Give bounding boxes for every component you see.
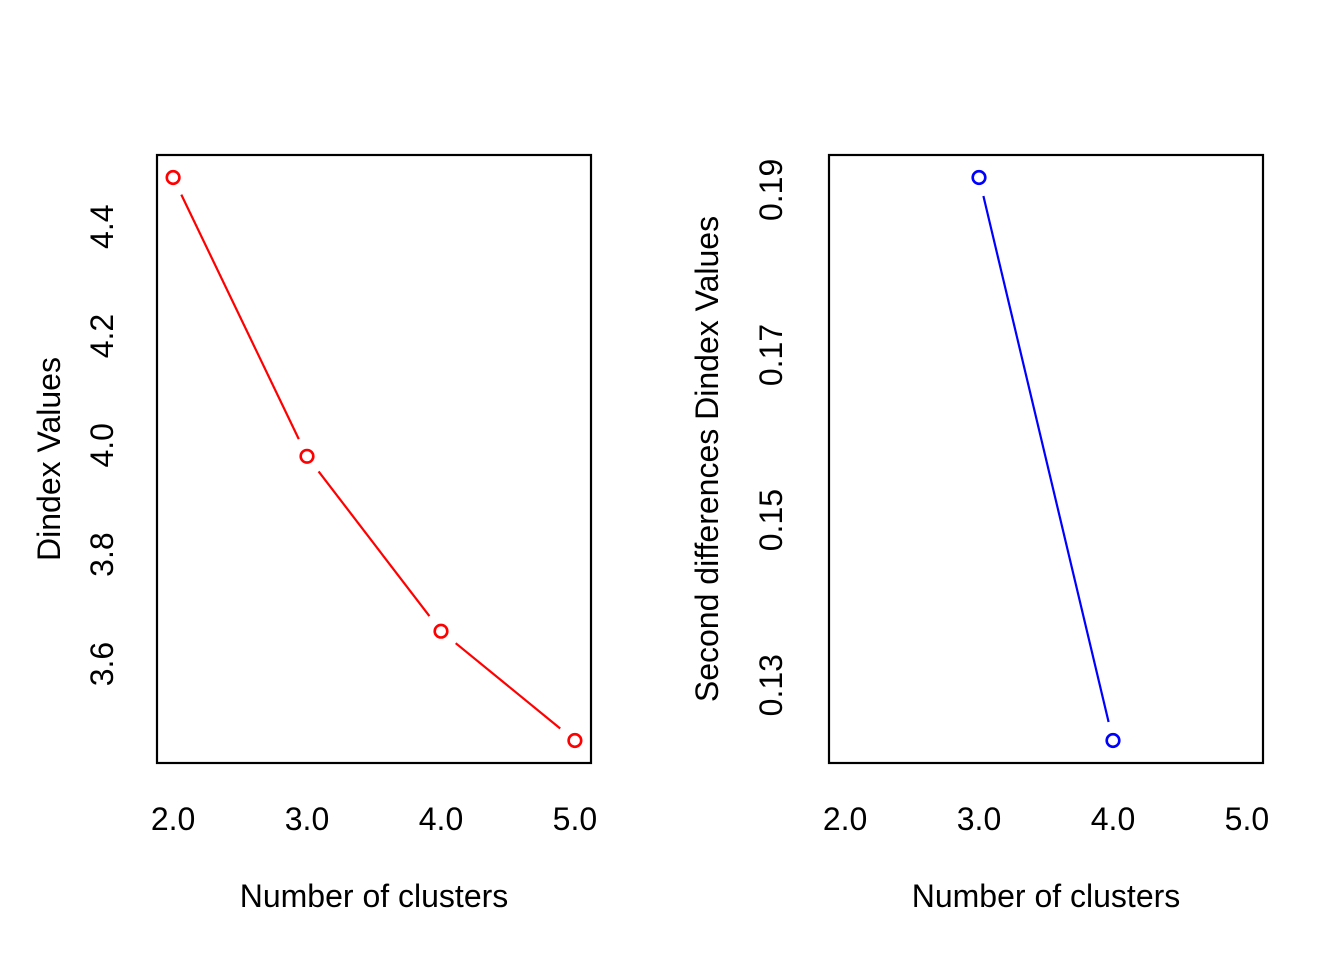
data-series [165,169,583,749]
x-tick-label: 4.0 [419,801,463,837]
plot-frame [155,153,593,765]
data-series [971,169,1121,749]
x-tick-label: 5.0 [1225,801,1269,837]
y-axis-title: Second differences Dindex Values [689,216,725,702]
y-axis-title: Dindex Values [31,357,67,561]
x-axis-tick-labels: 2.0 3.0 4.0 5.0 [151,801,597,837]
x-tick-label: 5.0 [553,801,597,837]
plot-frame [827,153,1265,765]
y-tick-label: 0.17 [753,324,789,386]
data-point [433,623,449,639]
y-axis-tick-labels: 0.13 0.15 0.17 0.19 [753,159,789,717]
y-tick-label: 0.13 [753,654,789,716]
data-point [165,169,181,186]
series-line-segment [317,470,431,617]
series-line-segment [180,194,300,440]
x-tick-label: 2.0 [151,801,195,837]
y-tick-label: 0.19 [753,159,789,221]
x-tick-label: 3.0 [285,801,329,837]
data-point [971,169,987,186]
data-point [299,448,315,464]
data-point [1105,732,1121,749]
y-tick-label: 4.2 [84,314,120,358]
series-line-segment [982,195,1110,723]
dindex-plot: 2.0 3.0 4.0 5.0 3.6 3.8 4.0 4.2 4.4 Number of c… [31,153,597,914]
x-axis-title: Number of clusters [912,878,1181,914]
y-tick-label: 4.0 [84,423,120,467]
y-tick-label: 3.8 [84,532,120,576]
x-axis-title: Number of clusters [240,878,509,914]
y-tick-label: 4.4 [84,204,120,248]
x-axis-tick-labels: 2.0 3.0 4.0 5.0 [823,801,1269,837]
y-tick-label: 0.15 [753,489,789,551]
x-tick-label: 2.0 [823,801,867,837]
data-point [567,732,583,749]
series-line-segment [455,642,561,730]
x-tick-label: 3.0 [957,801,1001,837]
y-tick-label: 3.6 [84,642,120,686]
second-differences-plot: 2.0 3.0 4.0 5.0 0.13 0.15 0.17 0.19 Number of … [689,153,1269,914]
y-axis-tick-labels: 3.6 3.8 4.0 4.2 4.4 [84,204,120,686]
x-tick-label: 4.0 [1091,801,1135,837]
